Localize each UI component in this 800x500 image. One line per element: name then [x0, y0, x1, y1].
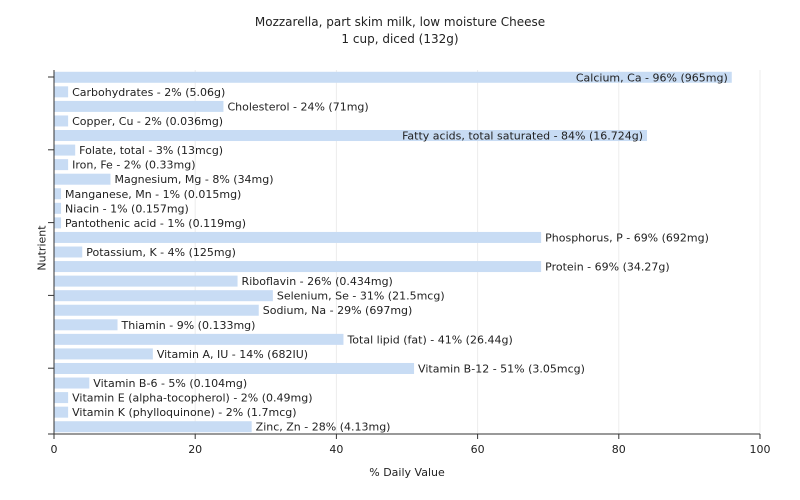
bar-label: Protein - 69% (34.27g): [545, 261, 670, 274]
bar: [54, 304, 259, 316]
bar: [54, 115, 69, 127]
bar: [54, 275, 238, 287]
bar: [54, 86, 69, 98]
x-tick-label: 40: [329, 443, 343, 456]
y-axis-label: Nutrient: [35, 225, 49, 271]
bar: [54, 188, 62, 200]
bar: [54, 319, 118, 331]
bar-label: Riboflavin - 26% (0.434mg): [242, 275, 393, 288]
bar-label: Calcium, Ca - 96% (965mg): [576, 71, 728, 84]
bar-label: Thiamin - 9% (0.133mg): [121, 319, 256, 332]
bar-label: Fatty acids, total saturated - 84% (16.7…: [402, 130, 643, 143]
x-tick-label: 0: [51, 443, 58, 456]
bar: [54, 100, 224, 112]
x-tick-label: 80: [612, 443, 626, 456]
bar-label: Iron, Fe - 2% (0.33mg): [72, 159, 195, 172]
bar: [54, 290, 273, 302]
bar-label: Magnesium, Mg - 8% (34mg): [114, 173, 273, 186]
gridlines: [194, 70, 761, 434]
x-tick-label: 20: [188, 443, 202, 456]
bar-label: Niacin - 1% (0.157mg): [65, 202, 189, 215]
bar-label: Zinc, Zn - 28% (4.13mg): [256, 421, 391, 434]
bar-label: Selenium, Se - 31% (21.5mcg): [277, 290, 445, 303]
bar: [54, 71, 732, 83]
chart-subtitle: 1 cup, diced (132g): [341, 32, 459, 46]
bar: [54, 421, 252, 433]
bar-label: Total lipid (fat) - 41% (26.44g): [346, 333, 512, 346]
bar: [54, 246, 83, 258]
bar: [54, 159, 69, 171]
bars: [54, 71, 732, 433]
bar: [54, 202, 62, 214]
bar-label: Pantothenic acid - 1% (0.119mg): [65, 217, 246, 230]
bar: [54, 130, 648, 142]
bar: [54, 348, 153, 360]
bar-label: Potassium, K - 4% (125mg): [86, 246, 236, 259]
bar-label: Vitamin K (phylloquinone) - 2% (1.7mcg): [72, 406, 296, 419]
bar: [54, 173, 111, 185]
bar: [54, 231, 542, 243]
x-tick-label: 100: [750, 443, 771, 456]
bar-label: Carbohydrates - 2% (5.06g): [72, 86, 225, 99]
bar-label: Manganese, Mn - 1% (0.015mg): [65, 188, 241, 201]
x-axis-label: % Daily Value: [369, 466, 445, 479]
bar-label: Vitamin B-6 - 5% (0.104mg): [93, 377, 247, 390]
bar-labels: Calcium, Ca - 96% (965mg) Carbohydrates -…: [65, 71, 728, 433]
bar: [54, 217, 62, 229]
axes: 0 20 40 60 80 100: [48, 70, 771, 456]
bar: [54, 377, 90, 389]
x-tick-label: 60: [471, 443, 485, 456]
bar: [54, 392, 69, 404]
bar: [54, 144, 76, 156]
bar-label: Sodium, Na - 29% (697mg): [263, 304, 413, 317]
bar-label: Vitamin A, IU - 14% (682IU): [157, 348, 308, 361]
bar-label: Vitamin B-12 - 51% (3.05mcg): [418, 362, 585, 375]
chart-title: Mozzarella, part skim milk, low moisture…: [254, 15, 546, 29]
bar: [54, 362, 415, 374]
bar-label: Vitamin E (alpha-tocopherol) - 2% (0.49m…: [72, 392, 312, 405]
bar-label: Copper, Cu - 2% (0.036mg): [72, 115, 223, 128]
bar: [54, 333, 344, 345]
bar-label: Folate, total - 3% (13mcg): [79, 144, 223, 157]
bar: [54, 261, 542, 273]
bar: [54, 406, 69, 418]
bar-label: Phosphorus, P - 69% (692mg): [545, 231, 709, 244]
bar-label: Cholesterol - 24% (71mg): [227, 100, 368, 113]
